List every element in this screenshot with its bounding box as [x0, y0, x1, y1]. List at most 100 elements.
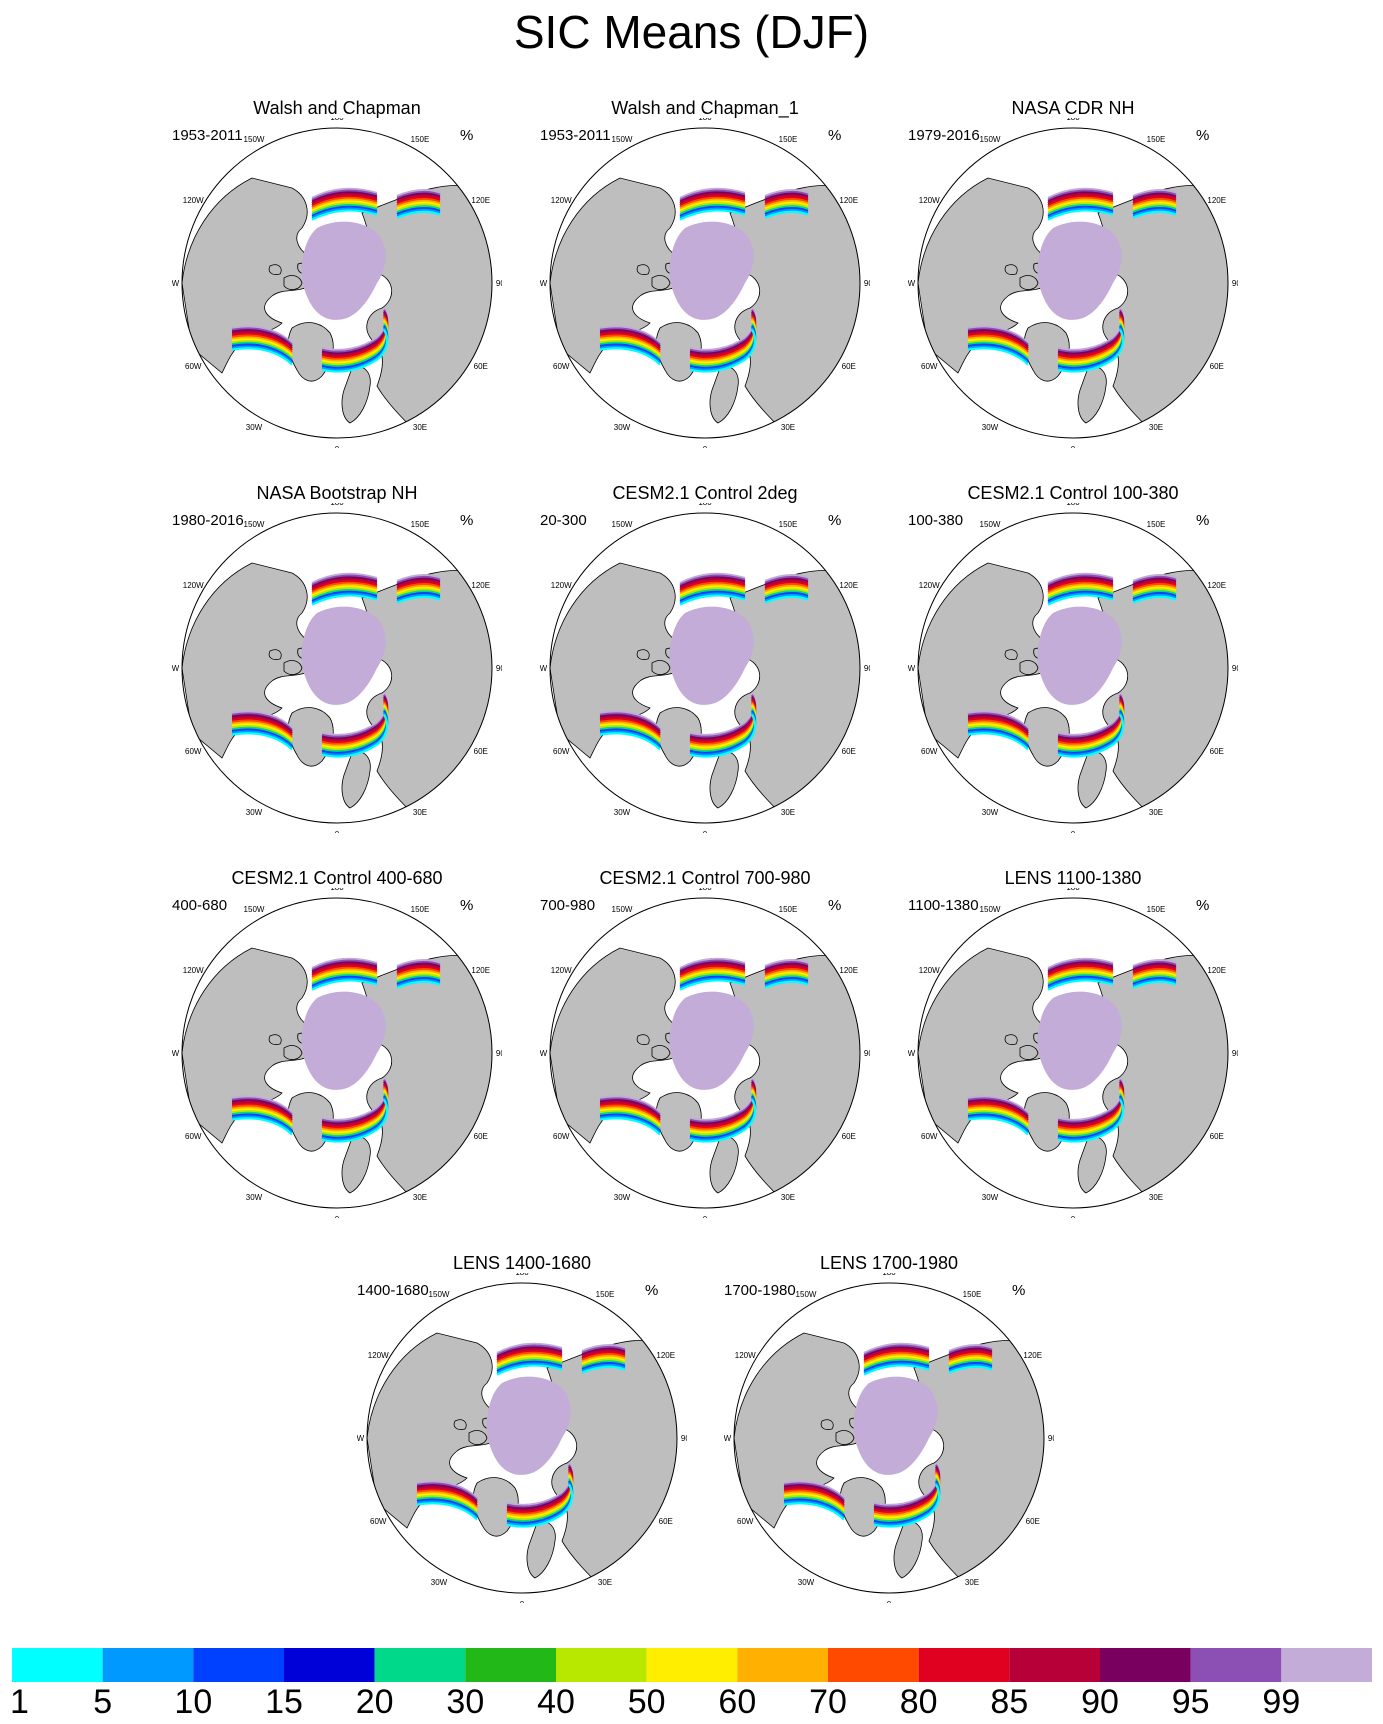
polar-map: 180 150E 120E 90E 60E 30E 0 30W 60W 90W 120W 150W	[540, 888, 870, 1218]
ice-edge-band	[581, 1365, 626, 1374]
ice-edge-band	[967, 1104, 1029, 1123]
ice-edge-band	[679, 583, 746, 595]
ice-edge-band	[679, 200, 746, 212]
ice-edge-band	[1132, 593, 1177, 602]
ice-edge-band	[764, 592, 809, 601]
panel-period: 1953-2011	[540, 127, 611, 144]
longitude-label: 30W	[246, 808, 263, 817]
ice-edge-band	[581, 1353, 626, 1362]
ice-edge-band	[764, 210, 809, 219]
longitude-label: 0	[335, 830, 340, 833]
land-mass	[636, 1034, 650, 1045]
ice-edge-band	[967, 726, 1029, 745]
ice-edge-band	[396, 584, 441, 593]
ice-edge-band	[599, 716, 661, 735]
land-mass	[636, 264, 650, 275]
ice-edge-band	[599, 717, 661, 736]
ice-edge-band	[764, 583, 809, 592]
ice-edge-band	[1132, 194, 1177, 203]
ice-edge-band	[311, 195, 378, 207]
longitude-label: 0	[1071, 1215, 1076, 1218]
ice-edge-band	[311, 592, 378, 604]
ice-edge-band	[396, 208, 441, 217]
polar-map: 180 150E 120E 90E 60E 30E 0 30W 60W 90W 120W 150W	[172, 118, 502, 448]
longitude-label: 0	[1071, 445, 1076, 448]
longitude-label: 60E	[1210, 747, 1224, 756]
land-mass	[268, 649, 282, 660]
ice-edge-band	[496, 1364, 563, 1376]
longitude-label: 120W	[183, 196, 204, 205]
ice-edge-band	[231, 723, 293, 742]
ice-edge-band	[231, 325, 293, 344]
ice-edge-band	[764, 207, 809, 216]
longitude-label: 90W	[540, 279, 548, 288]
ice-edge-band	[764, 960, 809, 969]
ice-edge-band	[967, 1110, 1029, 1129]
ice-edge-band	[496, 1342, 563, 1354]
ice-edge-band	[599, 343, 661, 362]
ice-edge-band	[764, 593, 809, 602]
ice-edge-band	[311, 970, 378, 982]
ice-edge-band	[231, 1102, 293, 1121]
ice-edge-band	[1132, 590, 1177, 599]
longitude-label: 60W	[553, 362, 570, 371]
ice-edge-band	[967, 338, 1029, 357]
ice-edge-band	[863, 1359, 930, 1371]
colorbar-segment	[1281, 1648, 1372, 1682]
ice-edge-band	[1132, 575, 1177, 584]
ice-edge-band	[1132, 975, 1177, 984]
ice-edge-band	[396, 207, 441, 216]
ice-edge-band	[311, 966, 378, 978]
panel-period: 1953-2011	[172, 127, 243, 144]
longitude-label: 150E	[411, 135, 430, 144]
longitude-label: 180	[1066, 118, 1080, 122]
ice-edge-band	[1132, 584, 1177, 593]
longitude-label: 90E	[681, 1434, 687, 1443]
land-mass	[268, 1034, 282, 1045]
ice-edge-band	[1047, 977, 1114, 989]
land-mass	[1077, 751, 1107, 809]
ice-edge-band	[948, 1360, 993, 1369]
ice-edge-band	[599, 336, 661, 355]
longitude-label: 150W	[244, 135, 265, 144]
ice-edge-band	[863, 1348, 930, 1360]
longitude-label: 120W	[183, 581, 204, 590]
longitude-label: 150W	[429, 1290, 450, 1299]
colorbar-label: 80	[899, 1683, 938, 1721]
ice-edge-band	[416, 1493, 478, 1512]
ice-edge-band	[764, 194, 809, 203]
ice-edge-band	[1047, 590, 1114, 602]
ice-edge-band	[231, 1106, 293, 1125]
panel-title: CESM2.1 Control 400-680	[231, 868, 443, 888]
ice-edge-band	[764, 590, 809, 599]
ice-edge-band	[1047, 594, 1114, 606]
ice-edge-band	[599, 1106, 661, 1125]
longitude-label: 90W	[357, 1434, 365, 1443]
panel-units: %	[1196, 127, 1210, 144]
land-mass	[651, 275, 671, 290]
longitude-label: 120E	[471, 966, 490, 975]
ice-edge-band	[496, 1350, 563, 1362]
ice-edge-band	[599, 332, 661, 351]
longitude-label: 150W	[980, 135, 1001, 144]
ice-edge-band	[967, 728, 1029, 747]
pack-ice	[301, 606, 386, 705]
land-mass	[709, 1136, 739, 1194]
ice-edge-band	[967, 1097, 1029, 1116]
ice-edge-band	[599, 726, 661, 745]
land-mass	[651, 660, 671, 675]
ice-edge-band	[231, 331, 293, 350]
longitude-label: 90W	[908, 279, 916, 288]
ice-edge-band	[396, 190, 441, 199]
ice-edge-band	[1047, 965, 1114, 977]
land-mass	[1077, 366, 1107, 424]
ice-edge-band	[1132, 583, 1177, 592]
ice-edge-band	[599, 338, 661, 357]
ice-edge-band	[496, 1346, 563, 1358]
longitude-label: 30W	[982, 1193, 999, 1202]
ice-edge-band	[679, 979, 746, 991]
ice-edge-band	[311, 587, 378, 599]
panel-title: NASA Bootstrap NH	[256, 483, 418, 503]
land-mass	[651, 1045, 671, 1060]
ice-edge-band	[416, 1502, 478, 1521]
